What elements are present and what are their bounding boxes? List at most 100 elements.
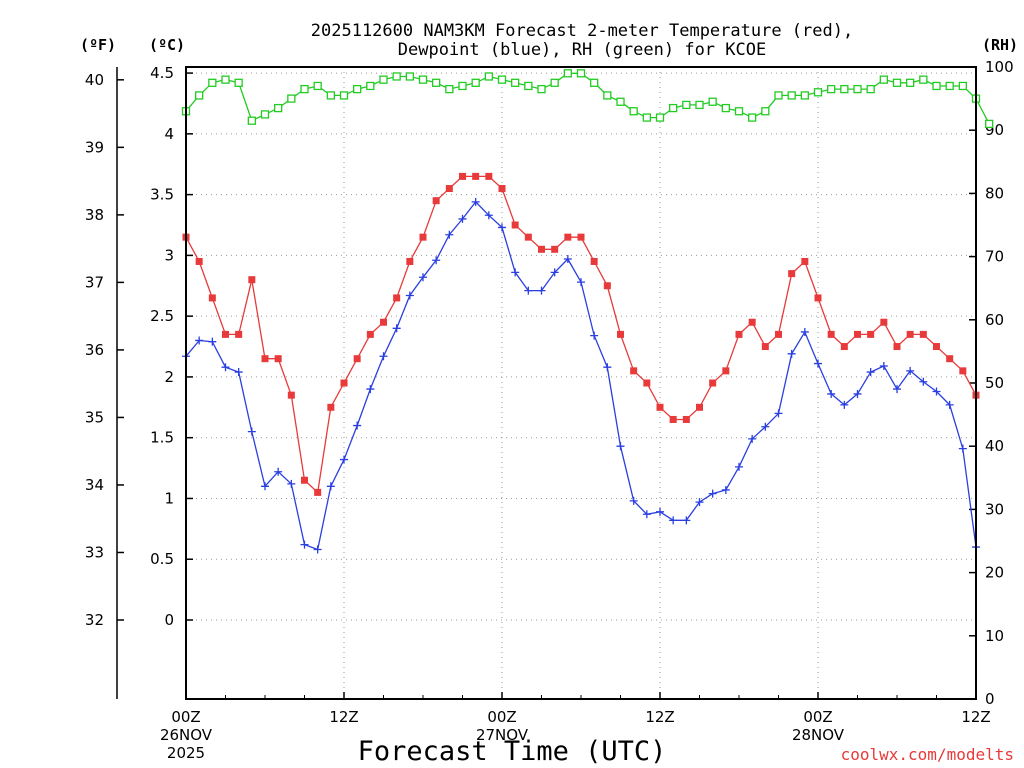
dewpoint-point — [695, 498, 704, 507]
temperature-point — [814, 294, 822, 302]
dewpoint-point — [247, 427, 256, 436]
fahrenheit-tick-label: 40 — [85, 71, 104, 89]
rh-tick-label: 60 — [985, 311, 1004, 329]
temperature-point — [274, 355, 282, 363]
dewpoint-point — [261, 482, 269, 491]
rh-point — [932, 81, 941, 91]
temperature-point — [445, 185, 453, 193]
temperature-point — [459, 172, 466, 180]
rh-point — [629, 107, 638, 116]
temperature-point — [669, 415, 677, 423]
fahrenheit-tick-label: 38 — [85, 206, 104, 224]
rh-point — [655, 113, 665, 122]
celsius-tick-label: 1.5 — [150, 429, 174, 447]
dewpoint-point — [590, 331, 599, 340]
temperature-point — [393, 294, 401, 302]
temperature-point — [761, 343, 769, 351]
celsius-tick-label: 1 — [164, 489, 174, 507]
rh-point — [866, 84, 875, 94]
temperature-point — [735, 330, 743, 338]
rh-point — [405, 72, 414, 81]
rh-point — [550, 78, 559, 87]
dewpoint-point — [405, 291, 414, 300]
rh-point — [616, 97, 625, 106]
temperature-point — [696, 403, 703, 411]
dewpoint-line — [185, 200, 977, 551]
celsius-tick-label: 0 — [164, 611, 174, 629]
temperature-point — [485, 172, 493, 180]
dewpoint-point — [669, 516, 678, 525]
dewpoint-point — [656, 507, 664, 516]
fahrenheit-tick-label: 39 — [85, 138, 104, 156]
x-tick-label: 00Z — [171, 708, 200, 726]
rh-point — [379, 75, 388, 84]
rh-point — [695, 100, 704, 110]
temperature-point — [353, 355, 361, 363]
temperature-point — [617, 330, 624, 338]
rh-point — [919, 75, 928, 84]
temperature-point — [235, 330, 243, 338]
dewpoint-point — [511, 268, 520, 277]
fahrenheit-tick-label: 36 — [85, 341, 104, 359]
rh-line — [185, 72, 990, 125]
rh-point — [576, 69, 586, 78]
dewpoint-point — [735, 462, 743, 471]
temperature-point — [261, 355, 269, 363]
rh-point — [958, 81, 967, 91]
temperature-point — [630, 367, 638, 375]
fahrenheit-tick-label: 34 — [85, 476, 104, 494]
fahrenheit-tick-label: 35 — [85, 408, 104, 426]
rh-tick-label: 50 — [985, 374, 1004, 392]
rh-point — [563, 69, 572, 78]
x-tick-label: 2025 — [167, 744, 205, 762]
temperature-point — [511, 221, 519, 229]
dewpoint-point — [708, 489, 717, 498]
dewpoint-point — [353, 421, 362, 430]
dewpoint-point — [814, 359, 822, 368]
temperature-point — [933, 343, 940, 351]
temperature-point — [314, 488, 322, 496]
dewpoint-point — [419, 273, 427, 282]
celsius-unit-label: (ºC) — [149, 36, 185, 54]
rh-point — [734, 107, 744, 116]
temperature-point — [919, 330, 927, 338]
temperature-point — [301, 476, 308, 484]
x-tick-label: 12Z — [961, 708, 990, 726]
rh-point — [603, 91, 612, 100]
temperature-point — [222, 330, 229, 338]
dewpoint-point — [577, 278, 585, 287]
celsius-tick-label: 0.5 — [150, 550, 174, 568]
dewpoint-point — [603, 363, 612, 372]
dewpoint-point — [458, 214, 467, 223]
dewpoint-point — [392, 324, 401, 333]
dewpoint-point — [893, 385, 901, 394]
temperature-point — [893, 343, 901, 351]
rh-unit-label: (RH) — [982, 36, 1018, 54]
dewpoint-point — [563, 255, 572, 264]
celsius-tick-label: 3 — [164, 246, 174, 264]
credit-text: coolwx.com/modelts — [841, 745, 1014, 764]
celsius-tick-label: 2.5 — [150, 307, 174, 325]
temperature-point — [366, 330, 374, 338]
rh-point — [892, 78, 902, 87]
temperature-point — [788, 270, 796, 278]
temperature-point — [432, 197, 440, 205]
rh-point — [339, 91, 349, 100]
rh-tick-label: 30 — [985, 500, 1004, 518]
rh-point — [761, 107, 770, 116]
dewpoint-point — [432, 256, 441, 265]
x-tick-label: 12Z — [329, 708, 358, 726]
dewpoint-point — [234, 368, 243, 377]
rh-point — [208, 78, 217, 87]
rh-tick-label: 100 — [985, 58, 1014, 76]
celsius-tick-label: 4 — [164, 125, 174, 143]
series-layer — [181, 69, 994, 554]
temperature-point — [643, 379, 651, 387]
temperature-point — [906, 330, 914, 338]
temperature-point — [722, 367, 730, 375]
dewpoint-point — [471, 197, 480, 206]
rh-point — [721, 103, 730, 113]
temperature-point — [840, 343, 848, 351]
dewpoint-point — [906, 366, 915, 375]
